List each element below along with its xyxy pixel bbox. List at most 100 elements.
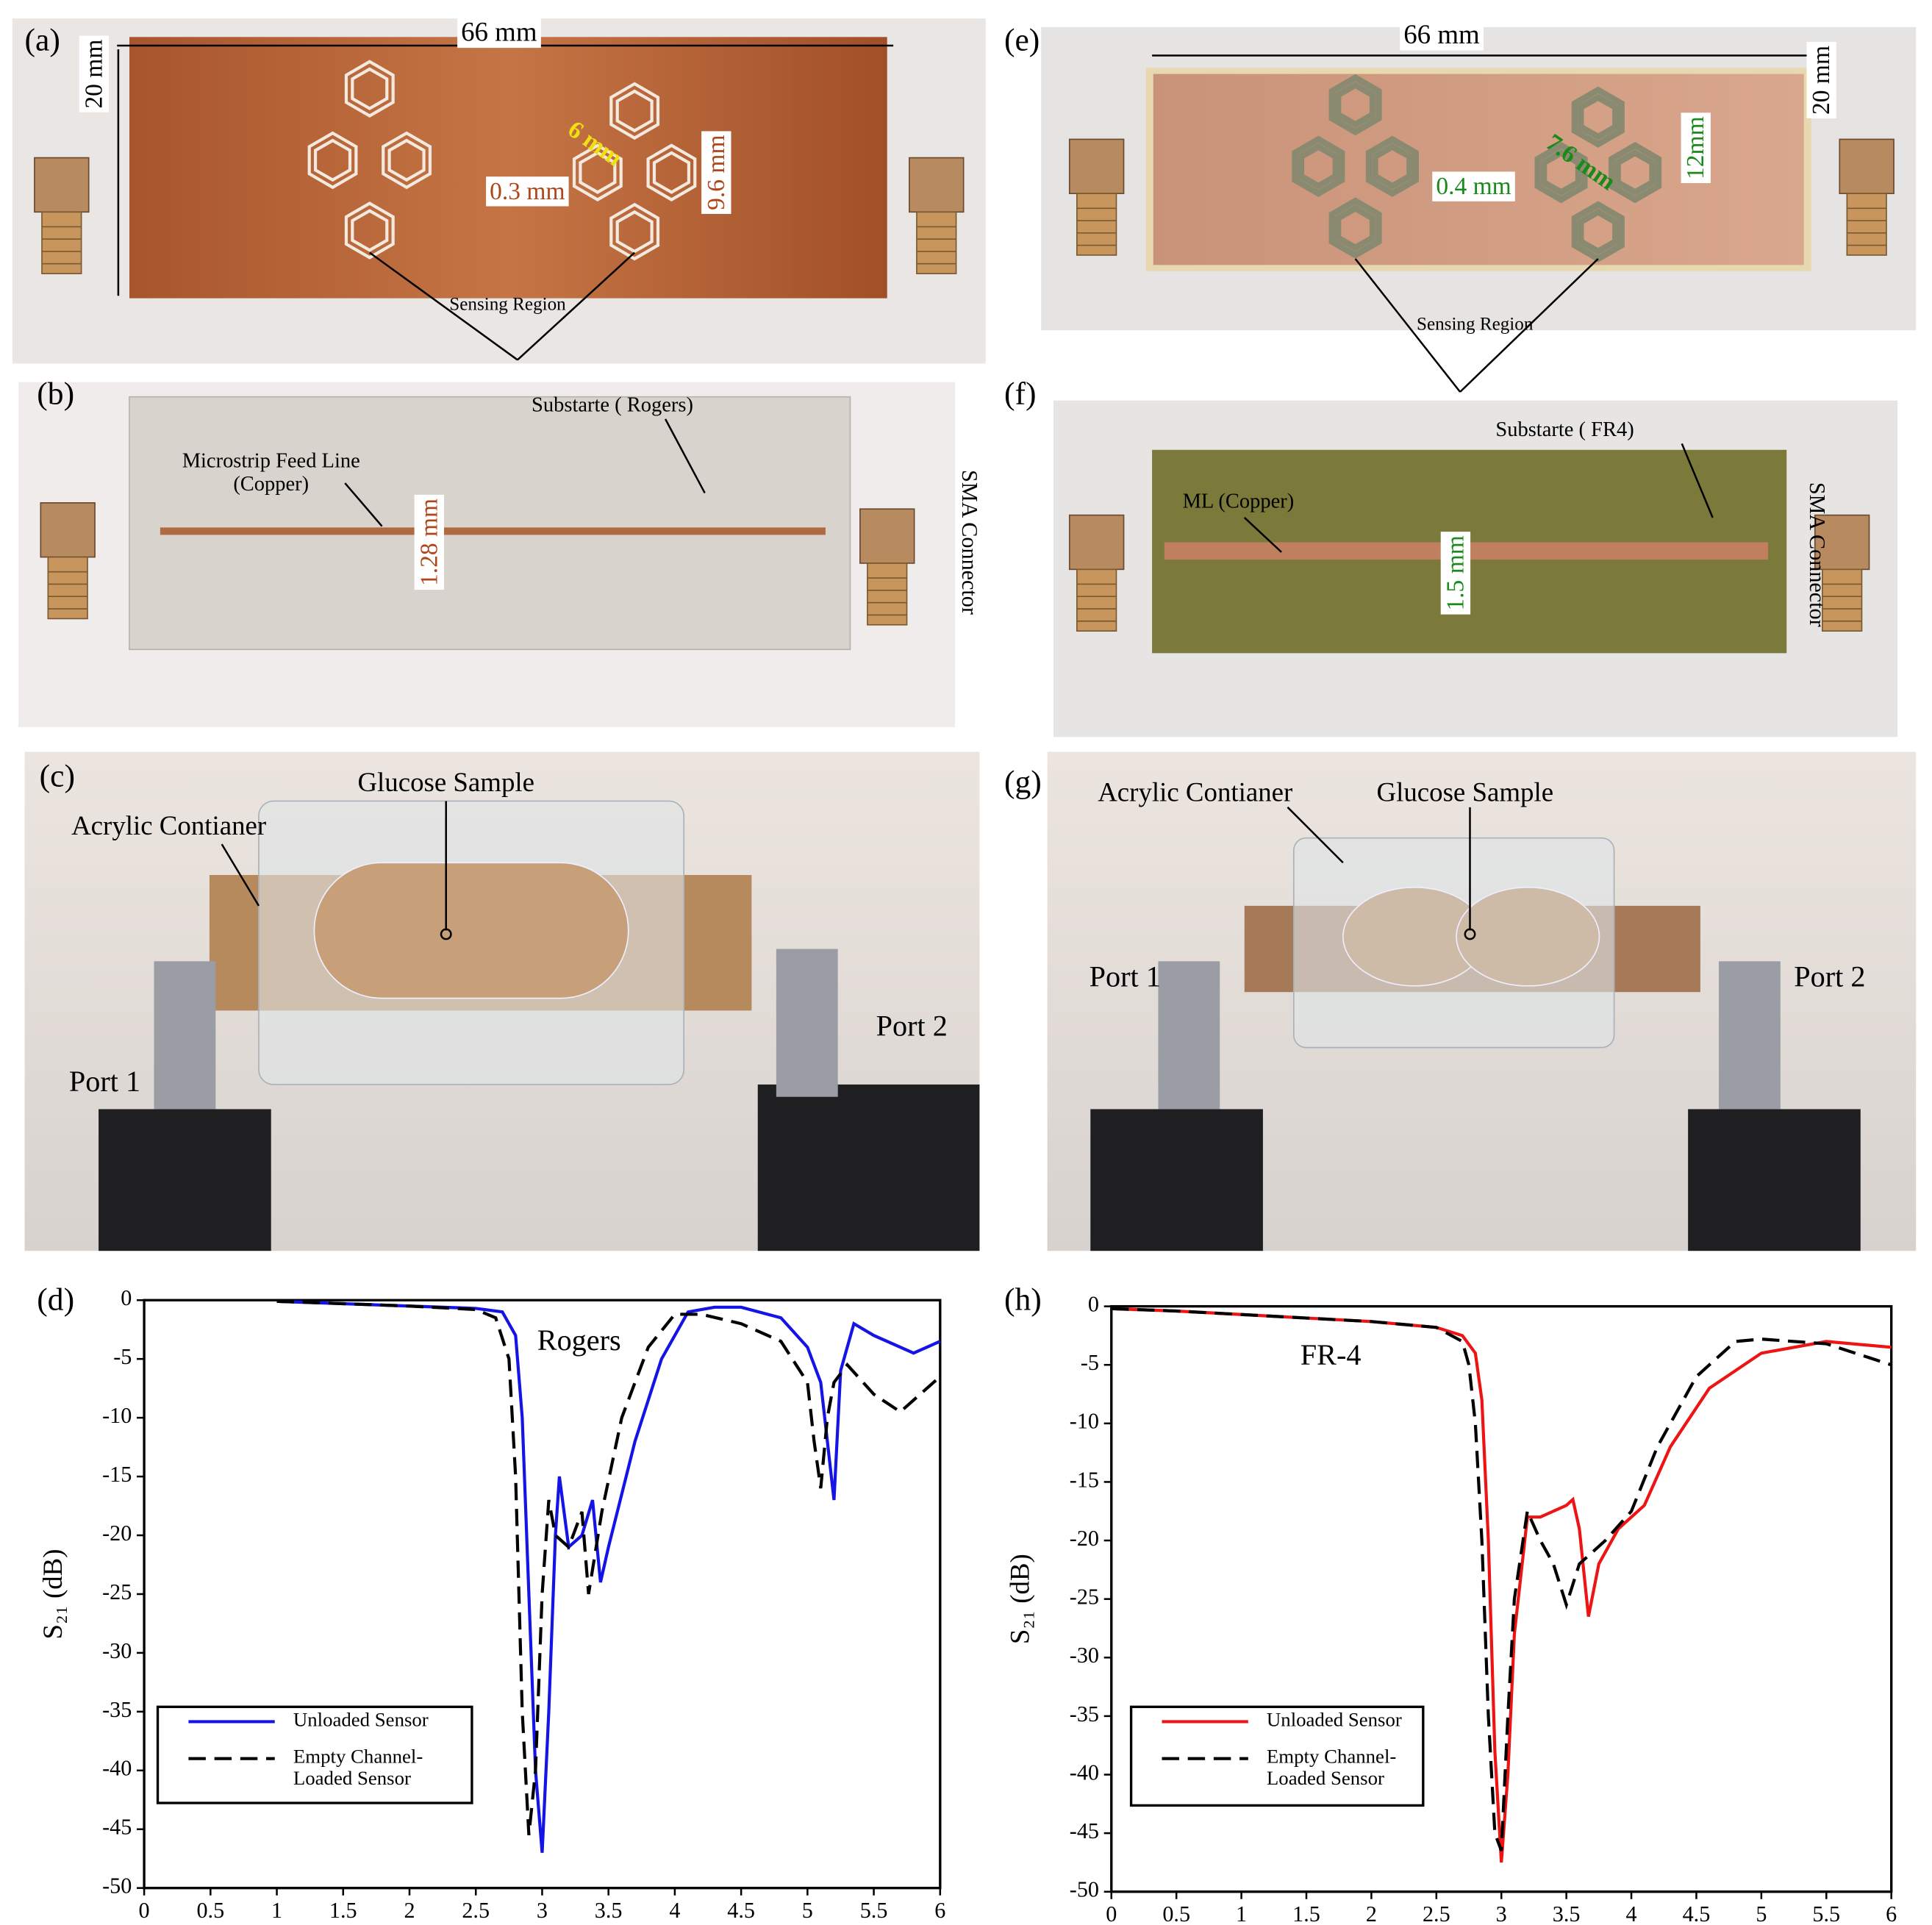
- annotation: Port 1: [1090, 960, 1161, 993]
- photo-f: [1053, 400, 1898, 738]
- y-tick-label: -20: [102, 1521, 132, 1546]
- annotation-group: (d): [37, 1282, 74, 1318]
- y-tick-label: 0: [1088, 1292, 1099, 1317]
- y-tick-label: -30: [1070, 1643, 1099, 1668]
- x-tick-label: 0.5: [196, 1898, 224, 1923]
- annotation-group: Glucose Sample: [357, 767, 534, 797]
- annotation: Substarte ( Rogers): [532, 394, 693, 417]
- label-background: [1806, 41, 1836, 119]
- annotation: 66 mm: [461, 16, 537, 46]
- annotation-group: 12mm: [1681, 113, 1711, 184]
- panel-label: (e): [1004, 23, 1040, 58]
- x-tick-label: 3: [1496, 1901, 1507, 1925]
- y-tick-label: -10: [1070, 1409, 1099, 1434]
- y-tick-label: -10: [102, 1403, 132, 1428]
- annotation-group: (f): [1004, 376, 1037, 412]
- annotation-group: Sensing Region: [1417, 314, 1534, 334]
- series-line: [276, 1299, 942, 1835]
- label-background: [414, 494, 444, 590]
- x-tick-label: 5.5: [860, 1898, 888, 1923]
- x-tick-label: 5: [1756, 1901, 1767, 1925]
- annotation-group: (h): [1004, 1282, 1042, 1318]
- annotation: Microstrip Feed Line (Copper): [182, 449, 360, 495]
- x-tick-label: 1: [1236, 1901, 1247, 1925]
- annotation-group: SMA Connector: [1805, 482, 1830, 627]
- annotation: Port 1: [69, 1065, 140, 1098]
- annotation-group: 20 mm: [1806, 41, 1836, 119]
- y-tick-label: -35: [1070, 1701, 1099, 1726]
- y-tick-label: -5: [113, 1344, 132, 1369]
- photo-b: [18, 382, 955, 727]
- legend-label: Empty Channel-Loaded Sensor: [293, 1746, 423, 1789]
- annotation: 0.3 mm: [490, 178, 565, 205]
- y-tick-label: -40: [1070, 1760, 1099, 1785]
- x-tick-label: 3: [537, 1898, 548, 1923]
- series-line: [1111, 1307, 1892, 1851]
- annotation: 9.6 mm: [703, 135, 730, 210]
- annotation: Port 2: [876, 1010, 948, 1043]
- photo-a: [12, 18, 986, 364]
- photo-c: [24, 751, 980, 1251]
- y-axis-label: S₂₁ (dB): [37, 1549, 68, 1639]
- annotation-group: (g): [1004, 765, 1042, 800]
- annotation-group: Sensing Region: [449, 294, 566, 314]
- y-tick-label: -5: [1081, 1350, 1099, 1375]
- x-tick-label: 2.5: [462, 1898, 490, 1923]
- annotation: 1.5 mm: [1442, 535, 1469, 610]
- label-background: [79, 35, 110, 113]
- panel-label: (d): [37, 1282, 74, 1318]
- annotation: 66 mm: [1403, 19, 1480, 49]
- y-tick-label: -40: [102, 1756, 132, 1781]
- annotation: Sensing Region: [1417, 314, 1534, 334]
- label-background: [1432, 171, 1515, 201]
- annotation-group: Acrylic Contianer: [71, 810, 266, 840]
- x-tick-label: 0.5: [1162, 1901, 1190, 1925]
- y-tick-label: -30: [102, 1638, 132, 1663]
- y-tick-label: -25: [102, 1579, 132, 1604]
- annotation-group: SMA Connector: [957, 470, 982, 615]
- annotation-group: 66 mm: [1400, 18, 1484, 51]
- annotation-group: ML (Copper): [1183, 490, 1295, 512]
- annotation: ML (Copper): [1183, 490, 1295, 512]
- x-tick-label: 3.5: [1553, 1901, 1581, 1925]
- x-tick-label: 1: [271, 1898, 282, 1923]
- y-tick-label: -50: [102, 1874, 132, 1899]
- legend-label: Unloaded Sensor: [293, 1709, 429, 1731]
- annotation: 0.4 mm: [1436, 173, 1511, 200]
- x-tick-label: 0: [1106, 1901, 1117, 1925]
- annotation-group: 0.3 mm: [486, 176, 569, 207]
- annotation-group: 9.6 mm: [701, 131, 731, 214]
- x-tick-label: 6: [1886, 1901, 1897, 1925]
- legend-label: Empty Channel-Loaded Sensor: [1267, 1746, 1396, 1789]
- x-tick-label: 6: [934, 1898, 945, 1923]
- photo-e: [1041, 26, 1917, 393]
- annotation-group: Acrylic Contianer: [1098, 777, 1292, 807]
- label-background: [1440, 532, 1471, 615]
- panel-label: (b): [37, 376, 74, 412]
- annotation-group: 66 mm: [457, 15, 541, 49]
- x-tick-label: 3.5: [595, 1898, 623, 1923]
- chart-annotation: Rogers: [537, 1324, 621, 1357]
- x-tick-label: 2.5: [1423, 1901, 1450, 1925]
- panel-label: (c): [40, 758, 75, 793]
- x-tick-label: 4: [669, 1898, 680, 1923]
- annotation: Glucose Sample: [357, 767, 534, 797]
- chart-annotation: FR-4: [1300, 1338, 1362, 1371]
- legend-label: Unloaded Sensor: [1267, 1709, 1402, 1731]
- annotation: Sensing Region: [449, 294, 566, 314]
- annotation-group: 1.5 mm: [1440, 532, 1471, 615]
- annotation-group: 20 mm: [79, 35, 110, 113]
- y-tick-label: -35: [102, 1697, 132, 1722]
- x-tick-label: 4.5: [1683, 1901, 1711, 1925]
- annotation-group: (e): [1004, 23, 1040, 58]
- label-background: [1400, 18, 1484, 51]
- label-background: [457, 15, 541, 49]
- annotation-group: 0.4 mm: [1432, 171, 1515, 201]
- annotation-group: Microstrip Feed Line (Copper): [182, 449, 360, 495]
- annotation-group: Port 2: [1794, 960, 1865, 993]
- y-tick-label: -50: [1070, 1877, 1099, 1902]
- annotation: Substarte ( FR4): [1495, 418, 1634, 441]
